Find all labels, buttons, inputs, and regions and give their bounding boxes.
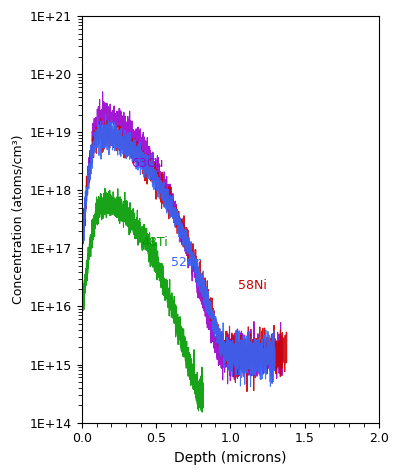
Text: 63Cu: 63Cu	[131, 157, 163, 170]
Text: 48Ti: 48Ti	[141, 236, 168, 249]
Text: 58Ni: 58Ni	[238, 279, 267, 292]
X-axis label: Depth (microns): Depth (microns)	[174, 451, 286, 465]
Text: 52Cr: 52Cr	[171, 256, 200, 269]
Y-axis label: Concentration (atoms/cm³): Concentration (atoms/cm³)	[11, 135, 24, 304]
